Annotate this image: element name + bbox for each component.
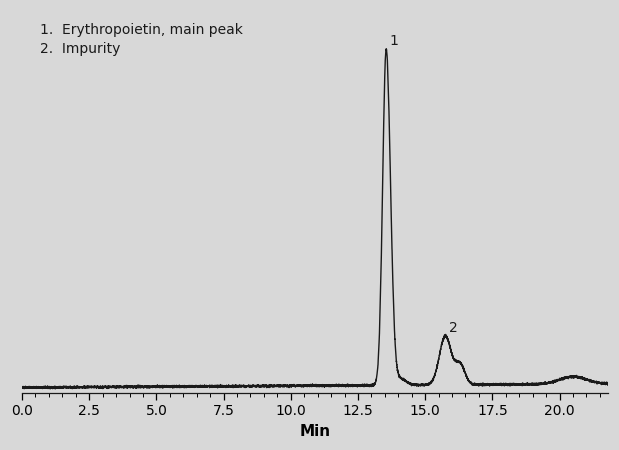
- Text: 2: 2: [449, 321, 458, 335]
- X-axis label: Min: Min: [300, 424, 331, 439]
- Text: 1.  Erythropoietin, main peak
2.  Impurity: 1. Erythropoietin, main peak 2. Impurity: [40, 22, 243, 56]
- Text: 1: 1: [390, 34, 399, 48]
